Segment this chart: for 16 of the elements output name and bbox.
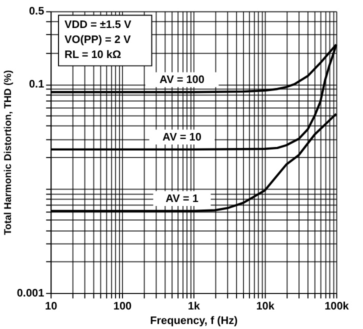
x-tick-label: 10k bbox=[256, 300, 276, 312]
y-tick-label: 0.001 bbox=[16, 287, 44, 300]
x-tick-label: 1k bbox=[188, 300, 201, 312]
series-label: AV = 100 bbox=[160, 74, 204, 86]
y-tick-label: 0.1 bbox=[28, 78, 44, 91]
annotation: VO(PP) = 2 V bbox=[64, 34, 132, 46]
series-label: AV = 10 bbox=[162, 132, 202, 144]
series-label: AV = 1 bbox=[166, 193, 198, 206]
x-tick-label: 100k bbox=[324, 300, 350, 312]
x-tick-label: 10 bbox=[45, 300, 58, 312]
annotation: VDD = ±1.5 V bbox=[64, 19, 132, 32]
y-axis-title: Total Harmonic Distortion, THD (%) bbox=[2, 70, 14, 236]
y-tick-label: 0.5 bbox=[28, 6, 44, 18]
x-axis-title: Frequency, f (Hz) bbox=[150, 315, 238, 328]
x-tick-label: 100 bbox=[113, 300, 132, 312]
annotation: RL = 10 kΩ bbox=[64, 48, 122, 61]
